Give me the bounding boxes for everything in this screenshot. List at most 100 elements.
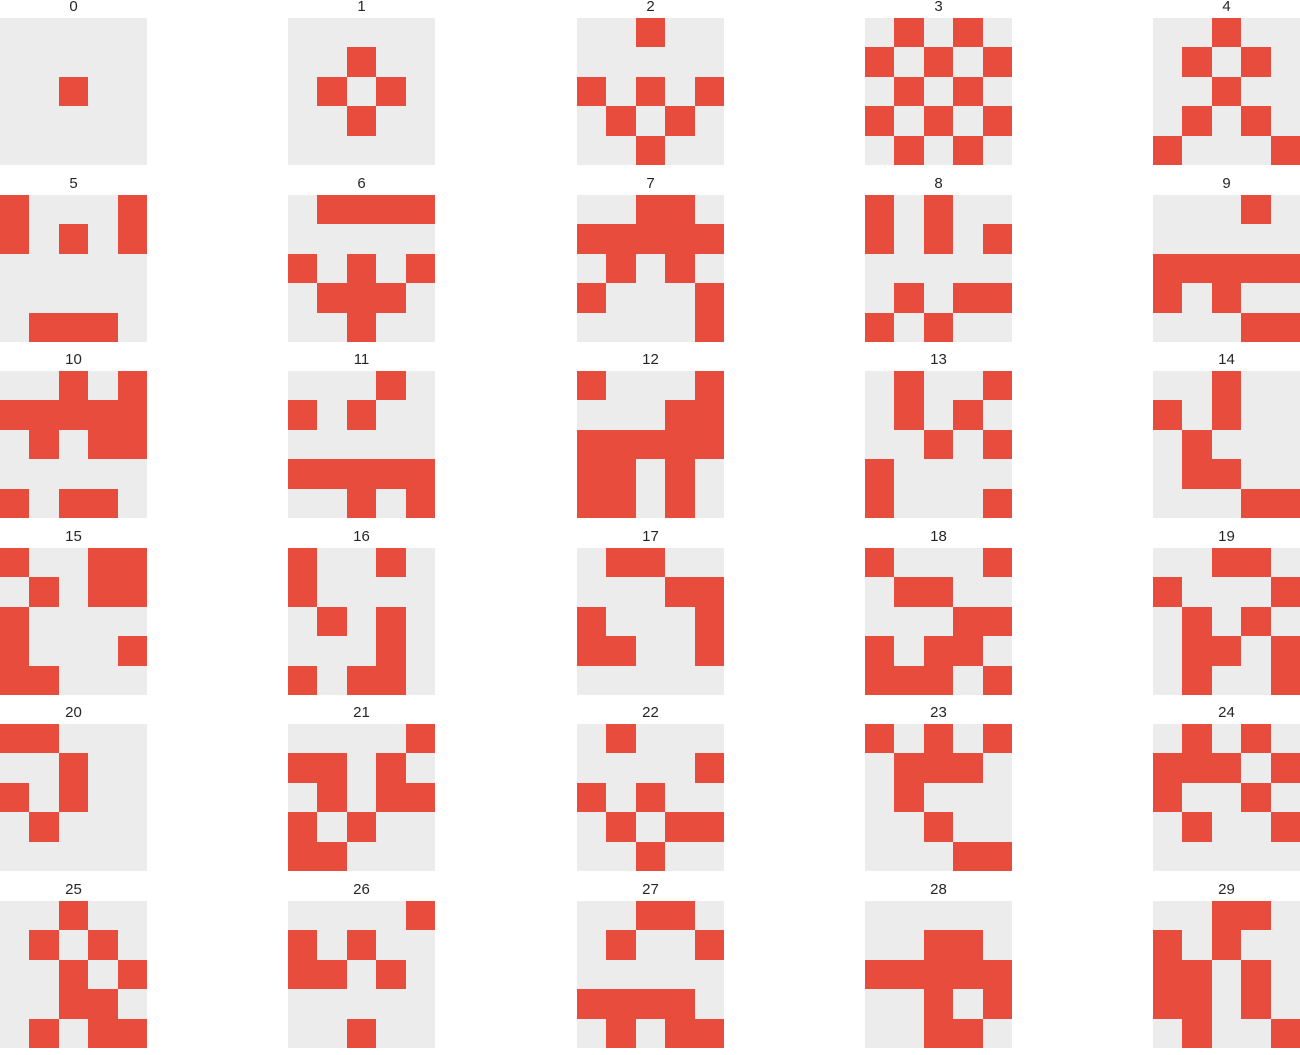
- cell-off: [29, 782, 60, 813]
- cell-off: [88, 753, 119, 784]
- cell-on: [58, 989, 89, 1020]
- cell-on: [29, 429, 60, 460]
- cell-off: [1211, 47, 1242, 78]
- cell-off: [58, 18, 89, 48]
- cell-grid: [865, 195, 1013, 343]
- cell-off: [88, 18, 119, 48]
- cell-on: [606, 724, 637, 754]
- panel-title: 9: [1222, 175, 1231, 192]
- cell-off: [953, 812, 984, 843]
- cell-off: [317, 901, 348, 931]
- cell-off: [29, 135, 60, 166]
- cell-on: [923, 959, 954, 990]
- grid-panel-11: 11: [288, 351, 436, 525]
- cell-on: [117, 429, 148, 460]
- cell-on: [0, 400, 30, 431]
- cell-off: [0, 459, 30, 490]
- cell-on: [635, 548, 666, 578]
- cell-off: [29, 195, 60, 225]
- cell-off: [894, 724, 925, 754]
- cell-off: [665, 548, 696, 578]
- cell-off: [1241, 812, 1272, 843]
- cell-off: [1182, 135, 1213, 166]
- cell-on: [376, 753, 407, 784]
- cell-off: [953, 106, 984, 137]
- panel-title: 1: [357, 0, 366, 15]
- cell-off: [288, 47, 318, 78]
- cell-off: [88, 841, 119, 872]
- grid-panel-5: 5: [0, 175, 148, 349]
- cell-on: [1182, 959, 1213, 990]
- cell-off: [865, 135, 895, 166]
- cell-grid: [288, 195, 436, 343]
- cell-off: [665, 47, 696, 78]
- cell-on: [606, 548, 637, 578]
- cell-on: [665, 224, 696, 255]
- cell-off: [694, 959, 725, 990]
- cell-on: [982, 106, 1013, 137]
- cell-off: [606, 841, 637, 872]
- cell-on: [1270, 753, 1300, 784]
- cell-on: [635, 18, 666, 48]
- cell-off: [953, 577, 984, 608]
- cell-on: [865, 312, 895, 343]
- cell-on: [982, 665, 1013, 696]
- cell-on: [405, 724, 436, 754]
- grid-panel-2: 2: [577, 0, 725, 172]
- cell-off: [865, 841, 895, 872]
- cell-off: [1241, 841, 1272, 872]
- cell-off: [953, 989, 984, 1020]
- cell-on: [606, 429, 637, 460]
- cell-on: [1211, 253, 1242, 284]
- cell-off: [577, 106, 607, 137]
- cell-grid: [1153, 724, 1300, 872]
- cell-off: [288, 224, 318, 255]
- cell-off: [606, 901, 637, 931]
- cell-off: [405, 283, 436, 314]
- cell-grid: [577, 371, 725, 519]
- cell-on: [953, 930, 984, 961]
- cell-off: [29, 636, 60, 667]
- panel-title: 27: [642, 881, 659, 898]
- cell-off: [0, 989, 30, 1020]
- cell-off: [29, 901, 60, 931]
- cell-on: [982, 371, 1013, 401]
- cell-off: [1153, 665, 1183, 696]
- cell-off: [317, 636, 348, 667]
- cell-off: [58, 1018, 89, 1049]
- cell-off: [58, 106, 89, 137]
- cell-on: [894, 18, 925, 48]
- cell-on: [665, 1018, 696, 1049]
- panel-title: 8: [934, 175, 943, 192]
- cell-off: [1182, 224, 1213, 255]
- cell-off: [982, 782, 1013, 813]
- cell-grid: [577, 901, 725, 1049]
- cell-off: [376, 724, 407, 754]
- cell-on: [288, 665, 318, 696]
- cell-off: [635, 930, 666, 961]
- cell-off: [88, 283, 119, 314]
- cell-on: [665, 989, 696, 1020]
- cell-off: [317, 989, 348, 1020]
- cell-on: [29, 1018, 60, 1049]
- cell-off: [953, 224, 984, 255]
- panel-title: 23: [930, 704, 947, 721]
- panel-title: 29: [1218, 881, 1235, 898]
- cell-on: [288, 253, 318, 284]
- cell-off: [1153, 18, 1183, 48]
- cell-off: [405, 312, 436, 343]
- cell-off: [606, 665, 637, 696]
- cell-off: [923, 548, 954, 578]
- cell-off: [982, 901, 1013, 931]
- cell-off: [346, 135, 377, 166]
- cell-on: [577, 459, 607, 490]
- cell-off: [288, 636, 318, 667]
- cell-off: [29, 959, 60, 990]
- cell-off: [117, 283, 148, 314]
- cell-off: [0, 429, 30, 460]
- cell-on: [894, 782, 925, 813]
- cell-on: [665, 195, 696, 225]
- cell-off: [405, 841, 436, 872]
- cell-off: [694, 488, 725, 519]
- cell-off: [1182, 930, 1213, 961]
